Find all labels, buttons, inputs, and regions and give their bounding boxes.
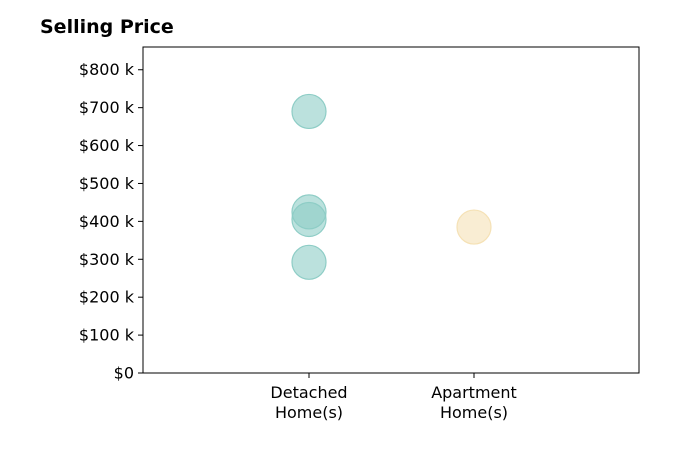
y-tick-label: $800 k bbox=[79, 60, 135, 79]
plot-area-frame bbox=[142, 46, 640, 374]
y-tick-label: $400 k bbox=[79, 212, 135, 231]
data-point bbox=[291, 244, 327, 280]
y-tick-label: $700 k bbox=[79, 98, 135, 117]
y-tick-label: $600 k bbox=[79, 136, 135, 155]
data-point bbox=[291, 201, 327, 238]
x-tick-label: Home(s) bbox=[440, 403, 508, 422]
chart-title: Selling Price bbox=[40, 16, 174, 38]
x-tick-label: Apartment bbox=[431, 383, 517, 402]
y-tick-label: $0 bbox=[114, 364, 134, 383]
y-tick-label: $200 k bbox=[79, 288, 135, 307]
y-tick-label: $500 k bbox=[79, 174, 135, 193]
data-point bbox=[291, 93, 327, 130]
data-point bbox=[456, 209, 492, 245]
y-axis: $0 $100 k $200 k $300 k $400 k $500 k $600 k $7… bbox=[79, 60, 143, 383]
x-tick-label: Detached bbox=[270, 383, 347, 402]
x-tick-label: Home(s) bbox=[275, 403, 343, 422]
y-tick-label: $100 k bbox=[79, 326, 135, 345]
data-points bbox=[291, 93, 492, 280]
y-tick-label: $300 k bbox=[79, 250, 135, 269]
